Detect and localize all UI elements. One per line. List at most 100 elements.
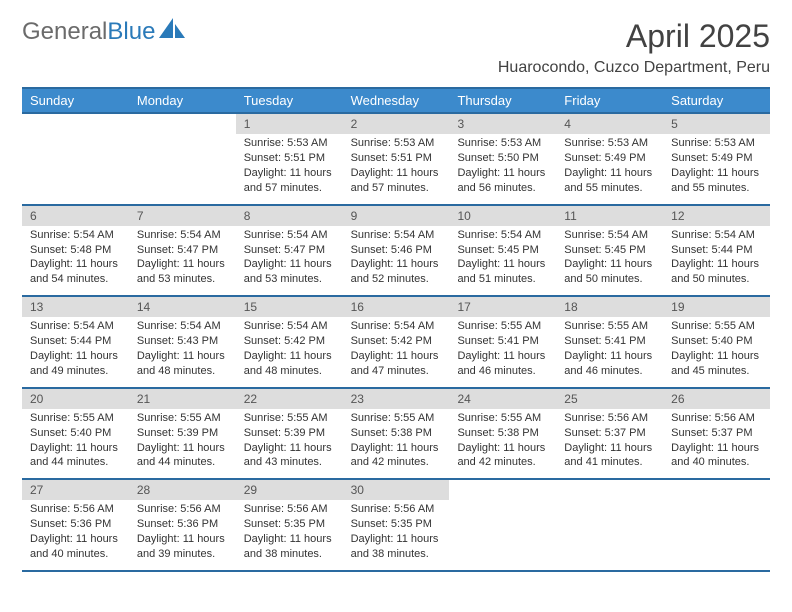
daylight-text: Daylight: 11 hours and 57 minutes. xyxy=(244,166,335,196)
logo-sail-icon xyxy=(159,18,185,40)
day-info: Sunrise: 5:55 AMSunset: 5:40 PMDaylight:… xyxy=(22,409,129,478)
sunrise-text: Sunrise: 5:54 AM xyxy=(351,319,442,334)
brand-part1: General xyxy=(22,18,107,46)
day-cell: 24Sunrise: 5:55 AMSunset: 5:38 PMDayligh… xyxy=(449,389,556,479)
day-info: Sunrise: 5:54 AMSunset: 5:48 PMDaylight:… xyxy=(22,226,129,295)
day-cell xyxy=(663,480,770,570)
sunset-text: Sunset: 5:35 PM xyxy=(244,517,335,532)
sunrise-text: Sunrise: 5:53 AM xyxy=(351,136,442,151)
day-info: Sunrise: 5:53 AMSunset: 5:49 PMDaylight:… xyxy=(663,134,770,203)
daylight-text: Daylight: 11 hours and 55 minutes. xyxy=(564,166,655,196)
sunrise-text: Sunrise: 5:53 AM xyxy=(457,136,548,151)
daylight-text: Daylight: 11 hours and 49 minutes. xyxy=(30,349,121,379)
sunset-text: Sunset: 5:38 PM xyxy=(351,426,442,441)
day-cell: 4Sunrise: 5:53 AMSunset: 5:49 PMDaylight… xyxy=(556,114,663,204)
daylight-text: Daylight: 11 hours and 42 minutes. xyxy=(457,441,548,471)
day-info: Sunrise: 5:53 AMSunset: 5:51 PMDaylight:… xyxy=(343,134,450,203)
location-text: Huarocondo, Cuzco Department, Peru xyxy=(498,59,770,77)
day-info: Sunrise: 5:54 AMSunset: 5:47 PMDaylight:… xyxy=(129,226,236,295)
sunset-text: Sunset: 5:39 PM xyxy=(137,426,228,441)
day-cell: 16Sunrise: 5:54 AMSunset: 5:42 PMDayligh… xyxy=(343,297,450,387)
day-cell: 3Sunrise: 5:53 AMSunset: 5:50 PMDaylight… xyxy=(449,114,556,204)
daylight-text: Daylight: 11 hours and 43 minutes. xyxy=(244,441,335,471)
sunset-text: Sunset: 5:48 PM xyxy=(30,243,121,258)
day-cell: 26Sunrise: 5:56 AMSunset: 5:37 PMDayligh… xyxy=(663,389,770,479)
day-cell: 29Sunrise: 5:56 AMSunset: 5:35 PMDayligh… xyxy=(236,480,343,570)
sunset-text: Sunset: 5:44 PM xyxy=(30,334,121,349)
daylight-text: Daylight: 11 hours and 50 minutes. xyxy=(564,257,655,287)
day-info: Sunrise: 5:53 AMSunset: 5:50 PMDaylight:… xyxy=(449,134,556,203)
sunrise-text: Sunrise: 5:56 AM xyxy=(30,502,121,517)
sunset-text: Sunset: 5:40 PM xyxy=(671,334,762,349)
sunrise-text: Sunrise: 5:55 AM xyxy=(671,319,762,334)
sunrise-text: Sunrise: 5:55 AM xyxy=(30,411,121,426)
sunset-text: Sunset: 5:45 PM xyxy=(457,243,548,258)
sunrise-text: Sunrise: 5:54 AM xyxy=(137,319,228,334)
day-info: Sunrise: 5:55 AMSunset: 5:40 PMDaylight:… xyxy=(663,317,770,386)
day-cell: 22 Sunrise: 5:55 AMSunset: 5:39 PMDayligh… xyxy=(236,389,343,479)
day-cell: 23Sunrise: 5:55 AMSunset: 5:38 PMDayligh… xyxy=(343,389,450,479)
day-info: Sunrise: 5:54 AMSunset: 5:44 PMDaylight:… xyxy=(22,317,129,386)
day-info: Sunrise: 5:55 AMSunset: 5:39 PMDaylight:… xyxy=(129,409,236,478)
day-cell: 5Sunrise: 5:53 AMSunset: 5:49 PMDaylight… xyxy=(663,114,770,204)
sunset-text: Sunset: 5:36 PM xyxy=(137,517,228,532)
daylight-text: Daylight: 11 hours and 54 minutes. xyxy=(30,257,121,287)
day-info: Sunrise: 5:54 AMSunset: 5:42 PMDaylight:… xyxy=(343,317,450,386)
day-cell: 27 Sunrise: 5:56 AMSunset: 5:36 PMDayligh… xyxy=(22,480,129,570)
daylight-text: Daylight: 11 hours and 45 minutes. xyxy=(671,349,762,379)
sunset-text: Sunset: 5:51 PM xyxy=(244,151,335,166)
sunrise-text: Sunrise: 5:55 AM xyxy=(457,319,548,334)
day-header-saturday: Saturday xyxy=(663,89,770,112)
day-number: 15 xyxy=(236,297,343,317)
sunrise-text: Sunrise: 5:55 AM xyxy=(457,411,548,426)
day-number xyxy=(22,114,129,118)
day-number: 3 xyxy=(449,114,556,134)
day-cell: 15Sunrise: 5:54 AMSunset: 5:42 PMDayligh… xyxy=(236,297,343,387)
day-number: 25 xyxy=(556,389,663,409)
sunset-text: Sunset: 5:35 PM xyxy=(351,517,442,532)
daylight-text: Daylight: 11 hours and 40 minutes. xyxy=(30,532,121,562)
day-cell: 21Sunrise: 5:55 AMSunset: 5:39 PMDayligh… xyxy=(129,389,236,479)
week-row: 27Sunrise: 5:56 AMSunset: 5:36 PMDayligh… xyxy=(22,478,770,572)
sunset-text: Sunset: 5:49 PM xyxy=(671,151,762,166)
day-info: Sunrise: 5:54 AMSunset: 5:44 PMDaylight:… xyxy=(663,226,770,295)
day-cell xyxy=(556,480,663,570)
daylight-text: Daylight: 11 hours and 44 minutes. xyxy=(30,441,121,471)
day-cell: 18Sunrise: 5:55 AMSunset: 5:41 PMDayligh… xyxy=(556,297,663,387)
sunset-text: Sunset: 5:39 PM xyxy=(244,426,335,441)
sunset-text: Sunset: 5:41 PM xyxy=(457,334,548,349)
day-number: 27 xyxy=(22,480,129,500)
day-number: 28 xyxy=(129,480,236,500)
sunrise-text: Sunrise: 5:55 AM xyxy=(564,319,655,334)
day-cell: 25Sunrise: 5:56 AMSunset: 5:37 PMDayligh… xyxy=(556,389,663,479)
day-cell: 10Sunrise: 5:54 AMSunset: 5:45 PMDayligh… xyxy=(449,206,556,296)
day-info: Sunrise: 5:54 AMSunset: 5:43 PMDaylight:… xyxy=(129,317,236,386)
sunset-text: Sunset: 5:36 PM xyxy=(30,517,121,532)
sunrise-text: Sunrise: 5:56 AM xyxy=(137,502,228,517)
day-info: Sunrise: 5:54 AMSunset: 5:47 PMDaylight:… xyxy=(236,226,343,295)
day-info: Sunrise: 5:53 AMSunset: 5:49 PMDaylight:… xyxy=(556,134,663,203)
sunrise-text: Sunrise: 5:55 AM xyxy=(244,411,335,426)
sunset-text: Sunset: 5:46 PM xyxy=(351,243,442,258)
sunset-text: Sunset: 5:44 PM xyxy=(671,243,762,258)
day-number: 4 xyxy=(556,114,663,134)
day-number: 11 xyxy=(556,206,663,226)
sunset-text: Sunset: 5:42 PM xyxy=(244,334,335,349)
sunset-text: Sunset: 5:38 PM xyxy=(457,426,548,441)
day-number xyxy=(556,480,663,484)
day-cell: 2Sunrise: 5:53 AMSunset: 5:51 PMDaylight… xyxy=(343,114,450,204)
day-cell: 9Sunrise: 5:54 AMSunset: 5:46 PMDaylight… xyxy=(343,206,450,296)
sunset-text: Sunset: 5:45 PM xyxy=(564,243,655,258)
day-number: 26 xyxy=(663,389,770,409)
day-number: 23 xyxy=(343,389,450,409)
week-row: 6Sunrise: 5:54 AMSunset: 5:48 PMDaylight… xyxy=(22,204,770,296)
day-number: 22 xyxy=(236,389,343,409)
day-info: Sunrise: 5:54 AMSunset: 5:46 PMDaylight:… xyxy=(343,226,450,295)
sunrise-text: Sunrise: 5:54 AM xyxy=(564,228,655,243)
daylight-text: Daylight: 11 hours and 41 minutes. xyxy=(564,441,655,471)
daylight-text: Daylight: 11 hours and 50 minutes. xyxy=(671,257,762,287)
day-info: Sunrise: 5:56 AMSunset: 5:36 PMDaylight:… xyxy=(129,500,236,569)
sunrise-text: Sunrise: 5:55 AM xyxy=(351,411,442,426)
day-info: Sunrise: 5:56 AMSunset: 5:35 PMDaylight:… xyxy=(343,500,450,569)
day-info: Sunrise: 5:55 AMSunset: 5:38 PMDaylight:… xyxy=(343,409,450,478)
